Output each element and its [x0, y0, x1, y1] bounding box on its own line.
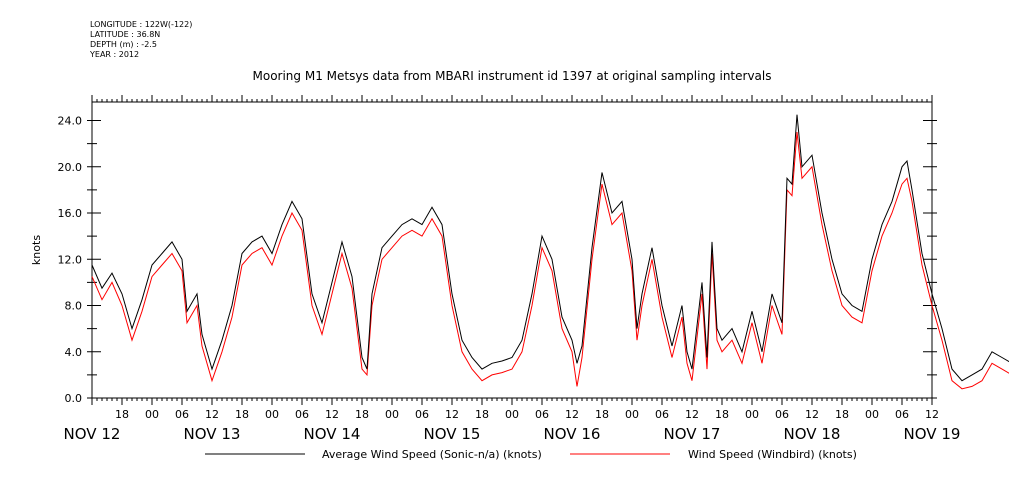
day-label: NOV 18: [784, 425, 841, 443]
x-tick-label: 00: [385, 408, 399, 421]
year-label: YEAR : 2012: [90, 50, 140, 59]
y-tick-label: 0.0: [65, 392, 83, 405]
y-tick-label: 4.0: [65, 346, 83, 359]
x-tick-label: 00: [865, 408, 879, 421]
x-tick-label: 18: [835, 408, 849, 421]
day-label: NOV 17: [664, 425, 721, 443]
x-tick-label: 12: [325, 408, 339, 421]
x-tick-label: 18: [475, 408, 489, 421]
x-tick-label: 12: [925, 408, 939, 421]
legend-label-average: Average Wind Speed (Sonic-n/a) (knots): [322, 448, 542, 461]
day-label: NOV 19: [904, 425, 961, 443]
x-tick-label: 00: [265, 408, 279, 421]
x-tick-label: 18: [115, 408, 129, 421]
x-tick-label: 00: [745, 408, 759, 421]
x-tick-label: 12: [685, 408, 699, 421]
x-tick-label: 18: [595, 408, 609, 421]
plot-frame: [91, 101, 933, 399]
y-tick-label: 20.0: [58, 161, 83, 174]
x-tick-label: 06: [775, 408, 789, 421]
axis-ticks: [87, 95, 937, 405]
x-tick-label: 00: [505, 408, 519, 421]
series-group: [91, 114, 1009, 390]
x-tick-label: 18: [355, 408, 369, 421]
y-tick-label: 12.0: [58, 253, 83, 266]
x-tick-label: 06: [295, 408, 309, 421]
x-axis-labels: 18 00 06 12 18 00 06 12 18 00 06 12 18 00 06 12 18 00 06 12…: [115, 408, 939, 421]
x-tick-label: 12: [205, 408, 219, 421]
depth-label: DEPTH (m) : -2.5: [90, 40, 157, 49]
day-label: NOV 16: [544, 425, 601, 443]
x-tick-label: 00: [625, 408, 639, 421]
chart-title: Mooring M1 Metsys data from MBARI instru…: [253, 69, 772, 83]
x-tick-label: 06: [655, 408, 669, 421]
latitude-label: LATITUDE : 36.8N: [90, 30, 161, 39]
y-tick-label: 8.0: [65, 300, 83, 313]
y-tick-label: 16.0: [58, 207, 83, 220]
x-tick-label: 00: [145, 408, 159, 421]
x-tick-label: 12: [445, 408, 459, 421]
day-label: NOV 15: [424, 425, 481, 443]
metadata-block: LONGITUDE : 122W(-122) LATITUDE : 36.8N …: [90, 20, 192, 60]
x-tick-label: 18: [235, 408, 249, 421]
x-tick-label: 06: [175, 408, 189, 421]
series-line-average: [91, 114, 1009, 382]
y-axis-labels: 0.0 4.0 8.0 12.0 16.0 20.0 24.0: [58, 115, 83, 406]
series-line-windbird: [91, 132, 1009, 390]
day-label: NOV 13: [184, 425, 241, 443]
x-tick-label: 12: [805, 408, 819, 421]
x-tick-label: 06: [535, 408, 549, 421]
legend-label-windbird: Wind Speed (Windbird) (knots): [688, 448, 857, 461]
y-tick-label: 24.0: [58, 115, 83, 128]
day-label: NOV 14: [304, 425, 361, 443]
x-tick-label: 18: [715, 408, 729, 421]
y-axis-title: knots: [30, 235, 43, 265]
x-tick-label: 06: [895, 408, 909, 421]
day-label: NOV 12: [64, 425, 121, 443]
x-tick-label: 06: [415, 408, 429, 421]
longitude-label: LONGITUDE : 122W(-122): [90, 20, 193, 29]
legend: Average Wind Speed (Sonic-n/a) (knots) W…: [205, 448, 857, 461]
x-tick-label: 12: [565, 408, 579, 421]
day-labels: NOV 12 NOV 13 NOV 14 NOV 15 NOV 16 NOV 17 NOV …: [64, 425, 961, 443]
